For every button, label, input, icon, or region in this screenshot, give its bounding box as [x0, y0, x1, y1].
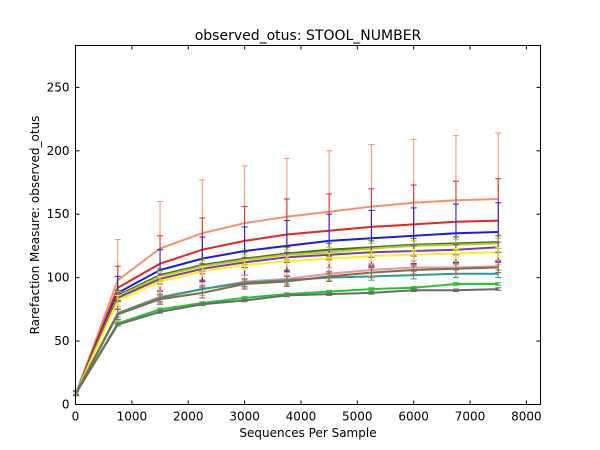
- y-tick-label: 100: [47, 271, 70, 285]
- error-bars-10: [73, 261, 502, 397]
- y-tick-label: 150: [47, 207, 70, 221]
- plot-layer: [73, 132, 502, 397]
- chart-title: observed_otus: STOOL_NUMBER: [195, 28, 422, 44]
- y-axis-label: Rarefaction Measure: observed_otus: [28, 116, 42, 335]
- x-tick-label: 8000: [511, 410, 542, 424]
- error-bars-11: [73, 282, 502, 395]
- x-tick-label: 6000: [398, 410, 429, 424]
- x-tick-label: 1000: [117, 410, 148, 424]
- y-tick-label: 0: [62, 398, 70, 412]
- x-tick-label: 2000: [173, 410, 204, 424]
- x-tick-label: 0: [72, 410, 80, 424]
- error-bars-7: [73, 246, 502, 397]
- ticks-layer: 0 1000 2000 3000 4000 5000 6000 7000 8000 0 50 100 1…: [47, 45, 542, 424]
- x-tick-label: 7000: [455, 410, 486, 424]
- x-axis-label: Sequences Per Sample: [239, 426, 376, 440]
- error-bars-12: [73, 287, 502, 395]
- series-line-11: [75, 283, 499, 394]
- y-tick-label: 250: [47, 80, 70, 94]
- x-tick-label: 4000: [286, 410, 317, 424]
- x-tick-label: 5000: [342, 410, 373, 424]
- y-tick-label: 50: [54, 334, 69, 348]
- error-bars-3: [73, 202, 502, 397]
- plot-frame: [75, 45, 541, 405]
- y-tick-label: 200: [47, 144, 70, 158]
- x-tick-label: 3000: [229, 410, 260, 424]
